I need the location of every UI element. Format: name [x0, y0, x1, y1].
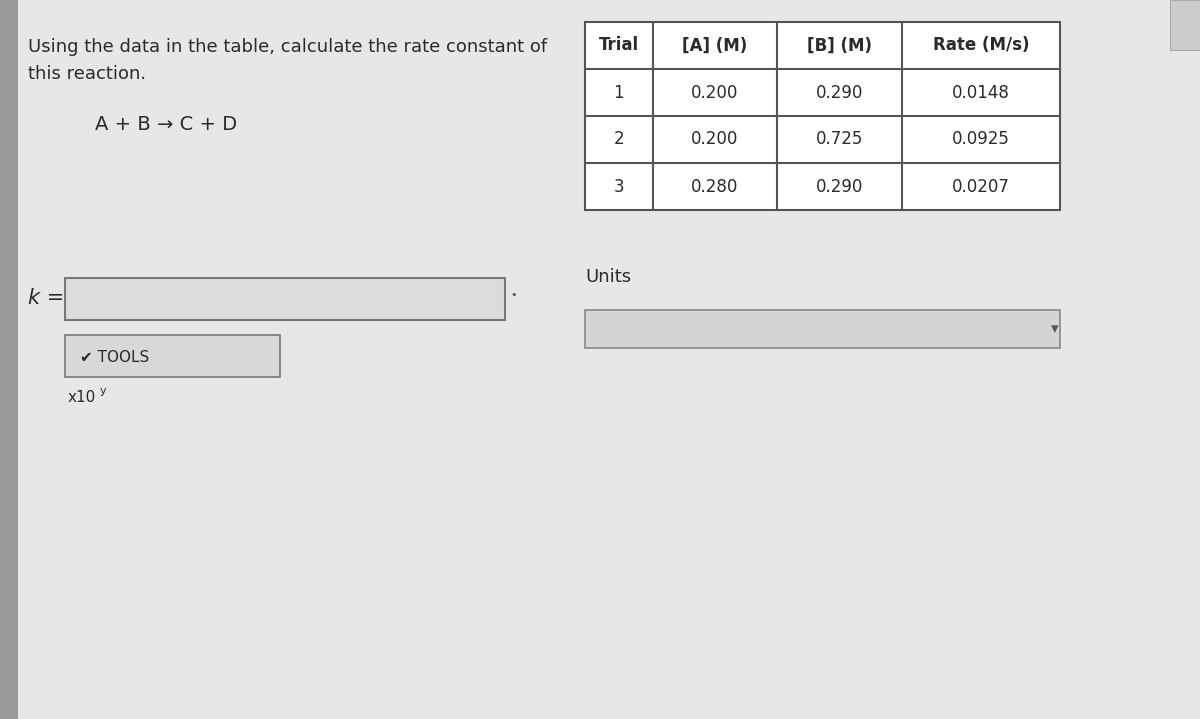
Text: ▾: ▾: [1051, 321, 1058, 336]
Text: 0.290: 0.290: [816, 178, 863, 196]
Text: 0.0207: 0.0207: [952, 178, 1009, 196]
Text: [B] (M): [B] (M): [806, 37, 872, 55]
Bar: [586, 310, 1060, 348]
Text: 0.290: 0.290: [816, 83, 863, 101]
Text: 0.200: 0.200: [691, 131, 739, 149]
Text: 1: 1: [613, 83, 624, 101]
Text: Trial: Trial: [599, 37, 638, 55]
Text: ✔ TOOLS: ✔ TOOLS: [80, 349, 149, 365]
Text: this reaction.: this reaction.: [28, 65, 146, 83]
Text: k =: k =: [28, 288, 65, 308]
Bar: [65, 335, 280, 377]
Text: 3: 3: [613, 178, 624, 196]
Text: [A] (M): [A] (M): [683, 37, 748, 55]
Bar: [0, 0, 18, 719]
Text: 0.0925: 0.0925: [952, 131, 1009, 149]
Text: 0.0148: 0.0148: [952, 83, 1009, 101]
Bar: [586, 22, 1060, 210]
Text: 0.280: 0.280: [691, 178, 739, 196]
Text: y: y: [100, 386, 107, 396]
Text: 2: 2: [613, 131, 624, 149]
Text: 0.200: 0.200: [691, 83, 739, 101]
Text: Units: Units: [586, 268, 631, 286]
Bar: [1170, 0, 1200, 50]
Text: Rate (M/s): Rate (M/s): [932, 37, 1030, 55]
Text: Using the data in the table, calculate the rate constant of: Using the data in the table, calculate t…: [28, 38, 547, 56]
Text: 0.725: 0.725: [816, 131, 863, 149]
Text: •: •: [510, 290, 516, 300]
Bar: [65, 278, 505, 320]
Text: A + B → C + D: A + B → C + D: [95, 115, 238, 134]
Text: x10: x10: [68, 390, 96, 405]
